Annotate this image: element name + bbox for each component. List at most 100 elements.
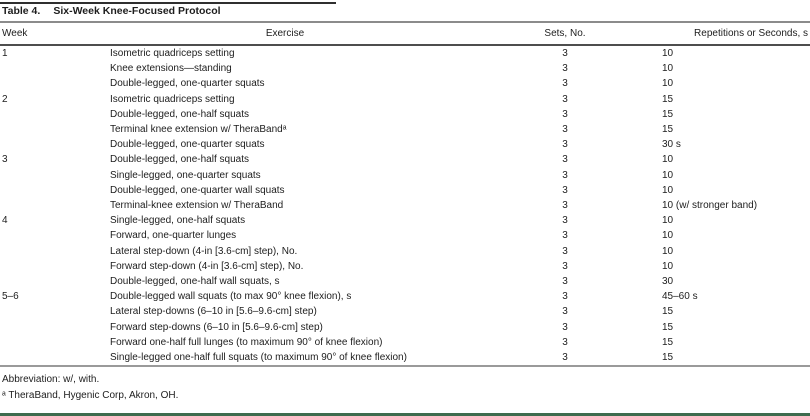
cell-sets: 3 xyxy=(562,184,568,196)
cell-reps: 10 xyxy=(662,230,674,242)
footnotes: Abbreviation: w/, with. ᵃ TheraBand, Hyg… xyxy=(0,372,810,403)
table-row: 3 Double-legged, one-half squats 3 10 xyxy=(0,152,810,167)
cell-reps: 15 xyxy=(662,306,674,318)
table-row: Double-legged, one-quarter squats 3 30 s xyxy=(0,137,810,152)
cell-week xyxy=(0,350,110,368)
header-row: Week Exercise Sets, No. Repetitions or S… xyxy=(0,21,810,46)
cell-reps: 10 (w/ stronger band) xyxy=(662,200,758,212)
cell-exercise: Forward step-down (4-in [3.6-cm] step), … xyxy=(110,260,304,272)
cell-reps: 45–60 s xyxy=(662,291,698,303)
col-header-sets: Sets, No. xyxy=(520,21,610,46)
cell-week xyxy=(0,107,110,122)
table-row: Lateral step-downs (6–10 in [5.6–9.6-cm]… xyxy=(0,304,810,319)
cell-exercise: Terminal knee extension w/ TheraBandᵃ xyxy=(110,124,287,136)
table-row: Forward step-downs (6–10 in [5.6–9.6-cm]… xyxy=(0,320,810,335)
cell-exercise: Double-legged, one-half squats xyxy=(110,154,249,166)
cell-reps: 15 xyxy=(610,350,810,368)
cell-sets: 3 xyxy=(562,93,568,105)
table-row: Double-legged, one-quarter squats 3 10 xyxy=(0,76,810,91)
cell-exercise: Double-legged, one-quarter wall squats xyxy=(110,184,285,196)
table-row: Single-legged one-half full squats (to m… xyxy=(0,350,810,368)
cell-week xyxy=(0,274,110,289)
cell-week xyxy=(0,259,110,274)
cell-sets: 3 xyxy=(562,260,568,272)
table-row: Terminal knee extension w/ TheraBandᵃ 3 15 xyxy=(0,122,810,137)
table-row: Double-legged, one-half wall squats, s 3 3… xyxy=(0,274,810,289)
table-row: Single-legged, one-quarter squats 3 10 xyxy=(0,168,810,183)
table-row: Knee extensions—standing 3 10 xyxy=(0,61,810,76)
table-title: Table 4. Six-Week Knee-Focused Protocol xyxy=(0,0,810,20)
cell-week xyxy=(0,137,110,152)
cell-sets: 3 xyxy=(562,139,568,151)
cell-week xyxy=(0,335,110,350)
cell-reps: 15 xyxy=(662,93,674,105)
cell-sets: 3 xyxy=(562,321,568,333)
table-number: Table 4. xyxy=(2,5,41,17)
cell-reps: 15 xyxy=(662,124,674,136)
cell-exercise: Isometric quadriceps setting xyxy=(110,48,235,59)
table-row: Terminal-knee extension w/ TheraBand 3 10 … xyxy=(0,198,810,213)
cell-sets: 3 xyxy=(562,154,568,166)
cell-reps: 10 xyxy=(662,78,674,90)
cell-exercise: Forward step-downs (6–10 in [5.6–9.6-cm]… xyxy=(110,321,323,333)
footnote-abbreviation: Abbreviation: w/, with. xyxy=(2,374,100,386)
cell-sets: 3 xyxy=(562,169,568,181)
cell-week xyxy=(0,320,110,335)
table-row: 5–6 Double-legged wall squats (to max 90°… xyxy=(0,289,810,304)
cell-exercise: Forward one-half full lunges (to maximum… xyxy=(110,336,383,348)
cell-week xyxy=(0,228,110,243)
cell-sets: 3 xyxy=(562,200,568,212)
cell-reps: 10 xyxy=(662,215,674,227)
cell-week xyxy=(0,198,110,213)
table-row: 1 Isometric quadriceps setting 3 10 xyxy=(0,45,810,61)
cell-sets: 3 xyxy=(562,276,568,288)
cell-sets: 3 xyxy=(562,63,568,75)
cell-exercise: Lateral step-down (4-in [3.6-cm] step), … xyxy=(110,245,298,257)
col-header-exercise: Exercise xyxy=(110,21,520,46)
cell-week xyxy=(0,61,110,76)
cell-reps: 10 xyxy=(662,184,674,196)
cell-reps: 10 xyxy=(662,154,674,166)
cell-exercise: Double-legged, one-half squats xyxy=(110,108,249,120)
cell-sets: 3 xyxy=(562,230,568,242)
cell-sets: 3 xyxy=(562,48,568,59)
cell-reps: 10 xyxy=(662,245,674,257)
cell-exercise: Double-legged, one-quarter squats xyxy=(110,139,265,151)
table-row: Lateral step-down (4-in [3.6-cm] step), … xyxy=(0,244,810,259)
table-row: 4 Single-legged, one-half squats 3 10 xyxy=(0,213,810,228)
cell-exercise: Double-legged wall squats (to max 90° kn… xyxy=(110,291,352,303)
table-row: Double-legged, one-half squats 3 15 xyxy=(0,107,810,122)
cell-sets: 3 xyxy=(562,124,568,136)
cell-sets: 3 xyxy=(562,336,568,348)
cell-week xyxy=(0,183,110,198)
cell-week xyxy=(0,304,110,319)
cell-sets: 3 xyxy=(562,245,568,257)
cell-exercise: Double-legged, one-quarter squats xyxy=(110,78,265,90)
cell-sets: 3 xyxy=(562,306,568,318)
cell-reps: 30 s xyxy=(662,139,681,151)
cell-reps: 15 xyxy=(662,108,674,120)
cell-sets: 3 xyxy=(562,108,568,120)
cell-exercise: Single-legged, one-quarter squats xyxy=(110,169,261,181)
cell-exercise: Isometric quadriceps setting xyxy=(110,93,235,105)
cell-exercise: Single-legged one-half full squats (to m… xyxy=(110,350,520,368)
cell-week: 4 xyxy=(2,215,8,227)
table-body: 1 Isometric quadriceps setting 3 10 Knee ext… xyxy=(0,45,810,368)
cell-exercise: Forward, one-quarter lunges xyxy=(110,230,237,242)
col-header-repetitions: Repetitions or Seconds, s xyxy=(610,21,810,46)
table-row: Forward one-half full lunges (to maximum… xyxy=(0,335,810,350)
cell-reps: 10 xyxy=(662,48,674,59)
table-header: Week Exercise Sets, No. Repetitions or S… xyxy=(0,21,810,46)
cell-exercise: Knee extensions—standing xyxy=(110,63,232,75)
table-row: Forward step-down (4-in [3.6-cm] step), … xyxy=(0,259,810,274)
cell-week xyxy=(0,76,110,91)
table-row: Double-legged, one-quarter wall squats 3 1… xyxy=(0,183,810,198)
bottom-green-bar xyxy=(0,413,810,416)
cell-sets: 3 xyxy=(562,78,568,90)
cell-exercise: Double-legged, one-half wall squats, s xyxy=(110,276,280,288)
cell-exercise: Single-legged, one-half squats xyxy=(110,215,246,227)
cell-reps: 10 xyxy=(662,169,674,181)
cell-week: 5–6 xyxy=(2,291,19,303)
cell-reps: 30 xyxy=(662,276,674,288)
